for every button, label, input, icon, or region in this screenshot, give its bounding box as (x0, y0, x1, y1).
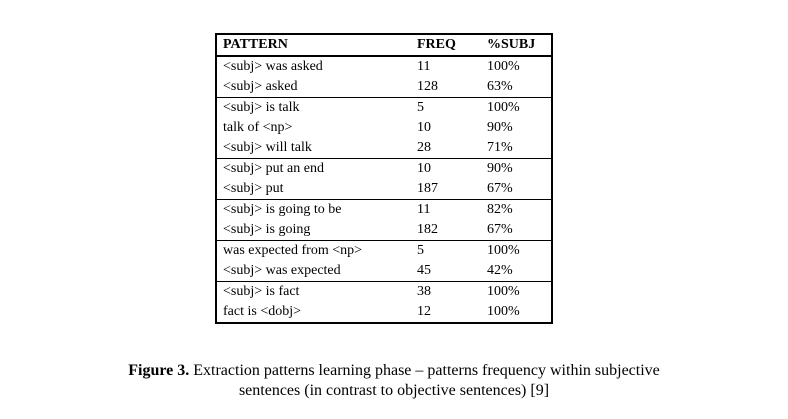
table-row: <subj> is going 182 67% (216, 220, 552, 241)
freq-cell: 45 (417, 263, 431, 278)
subj-cell: 90% (487, 120, 513, 135)
subj-cell: 100% (487, 59, 520, 74)
subj-cell: 67% (487, 222, 513, 237)
subj-cell: 100% (487, 304, 520, 319)
pattern-cell: <subj> is going to be (216, 199, 417, 220)
table-row: <subj> put 187 67% (216, 179, 552, 200)
table-header-row: PATTERN FREQ %SUBJ (216, 34, 552, 57)
table-row: <subj> asked 128 63% (216, 77, 552, 98)
subj-cell: 82% (487, 199, 552, 220)
pattern-cell: <subj> is going (223, 222, 311, 237)
subj-cell: 67% (487, 181, 513, 196)
subj-cell: 100% (487, 97, 552, 118)
freq-cell: 12 (417, 304, 431, 319)
header-pattern: PATTERN (216, 34, 417, 57)
header-subj: %SUBJ (487, 34, 552, 57)
table-row: <subj> is fact 38 100% (216, 281, 552, 302)
table-row: <subj> will talk 28 71% (216, 138, 552, 159)
caption-line-2: sentences (in contrast to objective sent… (238, 382, 550, 399)
pattern-cell: <subj> was asked (223, 59, 323, 74)
pattern-cell: talk of <np> (223, 120, 293, 135)
pattern-cell: <subj> is fact (216, 281, 417, 302)
table-row: fact is <dobj> 12 100% (216, 302, 552, 323)
table-row: <subj> is talk 5 100% (216, 97, 552, 118)
freq-cell: 5 (417, 97, 487, 118)
figure-label: Figure 3. (128, 362, 190, 379)
pattern-cell: <subj> will talk (223, 140, 312, 155)
pattern-cell: <subj> was expected (223, 263, 341, 278)
table-row: talk of <np> 10 90% (216, 118, 552, 138)
caption-text: Extraction patterns learning phase – pat… (193, 362, 660, 379)
subj-cell: 100% (487, 281, 552, 302)
subj-cell: 63% (487, 79, 513, 94)
freq-cell: 38 (417, 281, 487, 302)
table-row: <subj> put an end 10 90% (216, 158, 552, 179)
subj-cell: 100% (487, 240, 552, 261)
freq-cell: 187 (417, 181, 438, 196)
freq-cell: 10 (417, 120, 431, 135)
pattern-cell: was expected from <np> (216, 240, 417, 261)
pattern-cell: <subj> put an end (216, 158, 417, 179)
pattern-cell: <subj> is talk (216, 97, 417, 118)
freq-cell: 28 (417, 140, 431, 155)
table-row: was expected from <np> 5 100% (216, 240, 552, 261)
freq-cell: 11 (417, 59, 431, 74)
subj-cell: 42% (487, 263, 513, 278)
pattern-cell: fact is <dobj> (223, 304, 301, 319)
freq-cell: 10 (417, 158, 487, 179)
header-freq: FREQ (417, 34, 487, 57)
patterns-table: PATTERN FREQ %SUBJ <subj> was asked 11 1… (215, 33, 553, 324)
pattern-cell: <subj> put (223, 181, 284, 196)
table-row: <subj> was asked 11 100% (216, 56, 552, 77)
caption-line-1: Figure 3. Extraction patterns learning p… (0, 361, 788, 381)
freq-cell: 182 (417, 222, 438, 237)
table-row: <subj> is going to be 11 82% (216, 199, 552, 220)
freq-cell: 11 (417, 199, 487, 220)
pattern-cell: <subj> asked (223, 79, 298, 94)
subj-cell: 90% (487, 158, 552, 179)
table-row: <subj> was expected 45 42% (216, 261, 552, 282)
subj-cell: 71% (487, 140, 513, 155)
freq-cell: 5 (417, 240, 487, 261)
figure-caption: Figure 3. Extraction patterns learning p… (0, 361, 788, 401)
freq-cell: 128 (417, 79, 438, 94)
